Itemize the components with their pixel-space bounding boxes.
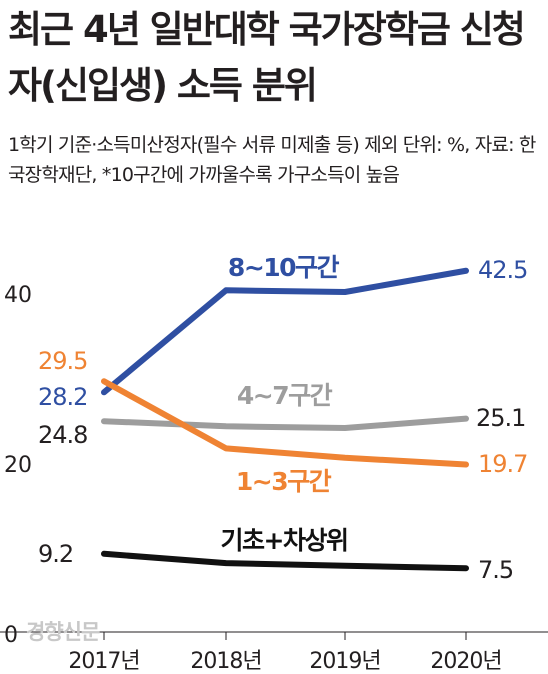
chart-subtitle: 1학기 기준·소득미산정자(필수 서류 미제출 등) 제외 단위: %, 자료:… bbox=[8, 134, 536, 186]
data-label-8-10구간-start: 28.2 bbox=[38, 383, 87, 411]
x-tick-label-2: 2018년 bbox=[190, 649, 261, 674]
series-line-4-7구간 bbox=[101, 415, 469, 431]
series-line-1-3구간 bbox=[101, 378, 469, 468]
data-label-기초-차상위-end: 7.5 bbox=[478, 556, 513, 584]
x-tick-label-4: 2020년 bbox=[430, 649, 501, 674]
data-label-8-10구간-end: 42.5 bbox=[478, 256, 527, 284]
chart-title: 최근 4년 일반대학 국가장학금 신청자(신입생) 소득 분위 bbox=[8, 8, 526, 107]
data-label-4-7구간-end: 25.1 bbox=[476, 404, 525, 432]
data-label-1-3구간-start: 29.5 bbox=[38, 347, 87, 375]
data-label-1-3구간-end: 19.7 bbox=[478, 450, 527, 478]
credit-watermark: 경향신문 bbox=[26, 620, 100, 644]
x-tick-label-3: 2019년 bbox=[309, 649, 380, 674]
x-tick-label-1: 2017년 bbox=[68, 649, 139, 674]
series-name-기초-차상위: 기초+차상위 bbox=[221, 526, 348, 555]
series-name-8-10구간: 8~10구간 bbox=[228, 253, 340, 282]
series-name-4-7구간: 4~7구간 bbox=[237, 381, 333, 410]
y-tick-label-20: 20 bbox=[4, 453, 32, 478]
series-line-8-10구간 bbox=[101, 267, 469, 396]
series-name-1-3구간: 1~3구간 bbox=[236, 467, 332, 496]
series-line-기초-차상위 bbox=[101, 550, 469, 572]
data-label-기초-차상위-start: 9.2 bbox=[38, 540, 73, 568]
y-tick-label-40: 40 bbox=[4, 283, 32, 308]
data-label-4-7구간-start: 24.8 bbox=[38, 421, 87, 449]
y-tick-label-0: 0 bbox=[4, 623, 18, 648]
